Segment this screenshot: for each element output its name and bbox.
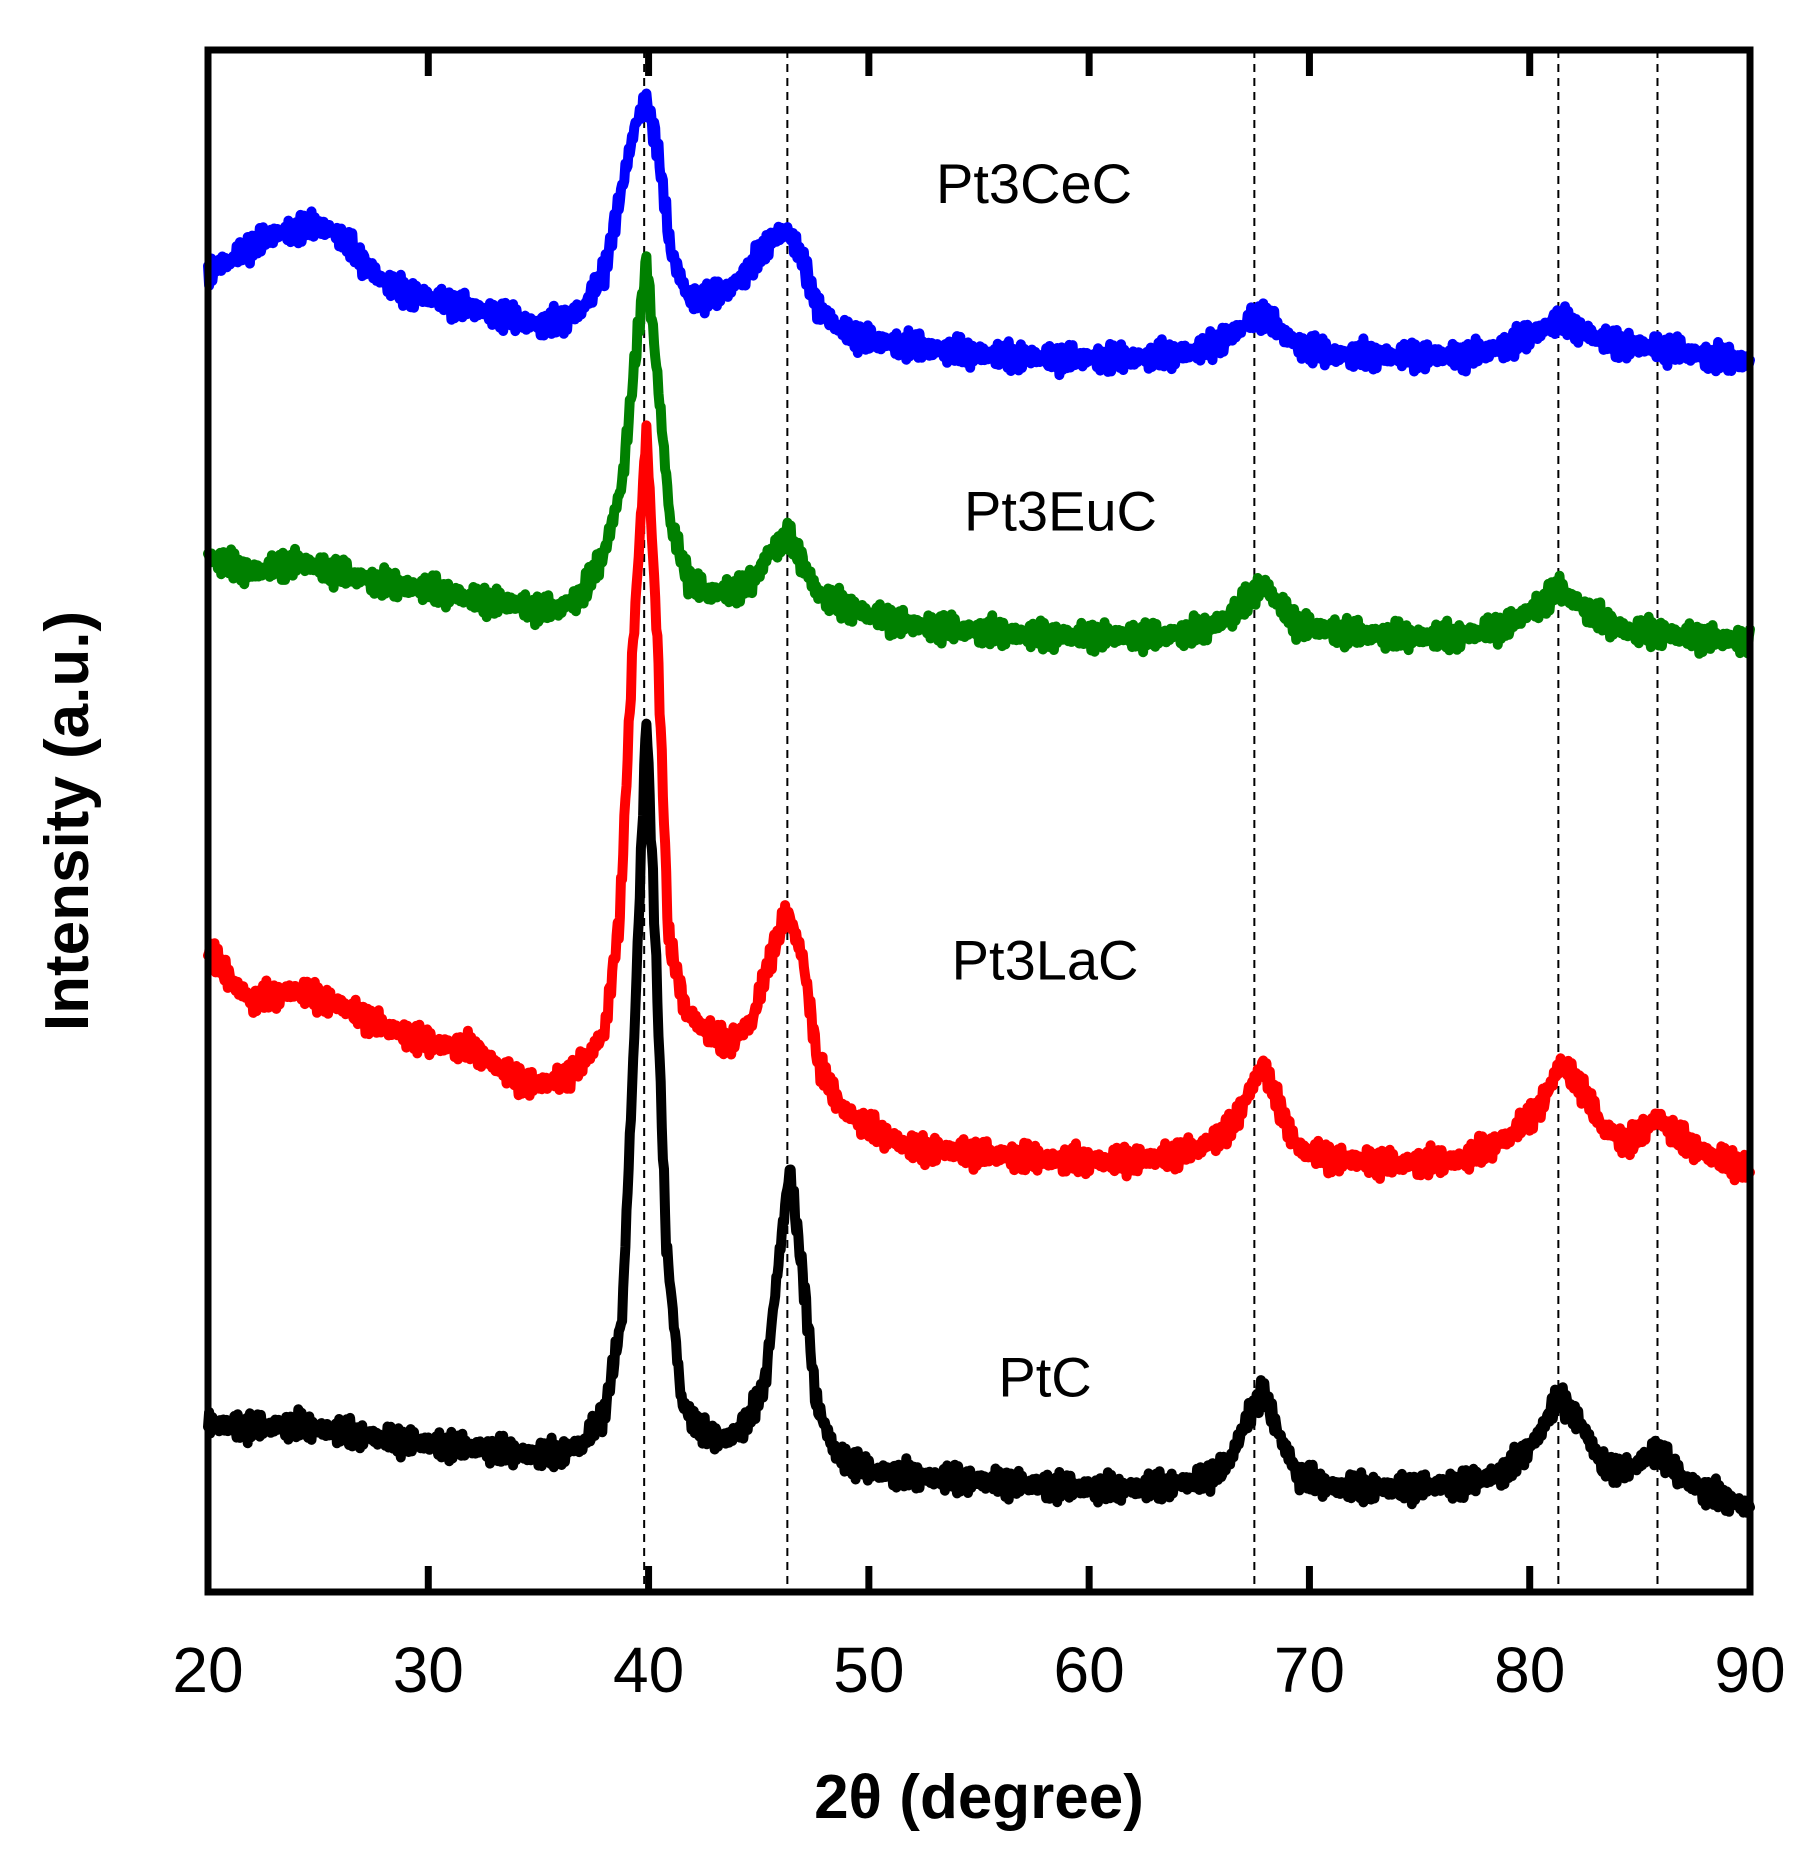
label-pt3lac: Pt3LaC [952,928,1139,991]
reference-lines [643,50,1659,1592]
series-pt3lac [203,420,1755,1186]
series-labels: Pt3CeC Pt3EuC Pt3LaC PtC [936,152,1157,1408]
x-axis-title: 2θ (degree) [814,1763,1144,1832]
series-pt3cec [203,88,1755,381]
x-tick-label-20: 20 [172,1634,243,1706]
x-tick-label-80: 80 [1494,1634,1565,1706]
y-axis-title: Intensity (a.u.) [33,611,102,1031]
x-tick-label-90: 90 [1714,1634,1785,1706]
x-tick-label-70: 70 [1274,1634,1345,1706]
label-pt3euc: Pt3EuC [964,480,1157,543]
x-tick-label-40: 40 [613,1634,684,1706]
series-layer [203,88,1755,1518]
x-tick-label-30: 30 [393,1634,464,1706]
x-ticks: 20 30 40 50 60 70 80 90 [172,50,1786,1706]
series-ptc [203,718,1755,1518]
label-pt3cec: Pt3CeC [936,152,1132,215]
x-tick-label-50: 50 [833,1634,904,1706]
label-ptc: PtC [998,1346,1091,1409]
plot-frame [204,46,1754,1596]
series-pt3euc [203,251,1755,659]
x-tick-label-60: 60 [1054,1634,1125,1706]
